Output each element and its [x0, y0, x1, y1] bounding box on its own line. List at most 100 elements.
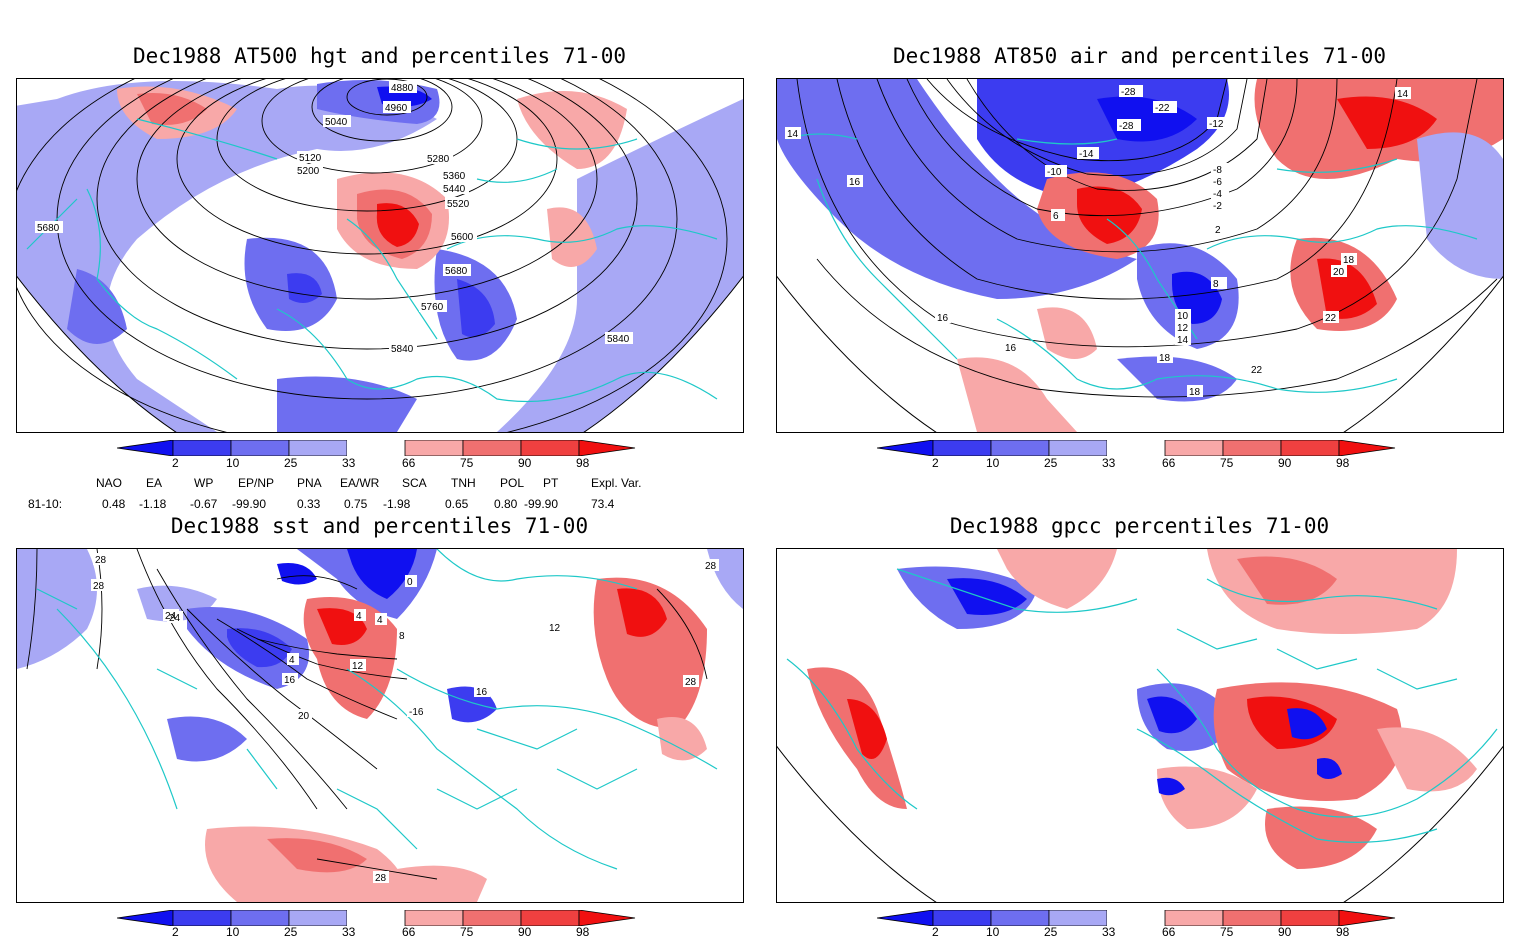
colorbar-segment: [1280, 440, 1340, 456]
contour-label: 28: [93, 581, 105, 592]
colorbar-bottom-left: [117, 910, 636, 926]
index-value: 0.33: [297, 497, 321, 511]
contour-label: 8: [399, 631, 405, 642]
colorbar-tick: 98: [576, 925, 590, 939]
colorbar-arrow-low: [117, 440, 174, 456]
index-value: 0.48: [102, 497, 126, 511]
colorbar-tick: 90: [518, 456, 532, 470]
contour-label: -16: [409, 707, 424, 718]
contour-label: 5120: [299, 153, 322, 164]
contour-label: 16: [849, 177, 861, 188]
colorbar-tick: 66: [402, 456, 416, 470]
contour-label: 5040: [325, 117, 348, 128]
contour-label: 24: [169, 613, 181, 624]
colorbar-tick: 75: [1220, 456, 1234, 470]
contour-label: 24: [165, 611, 177, 622]
colorbar-tick: 33: [342, 456, 356, 470]
contour-label: 16: [1005, 343, 1017, 354]
colorbar-arrow-high: [1338, 440, 1396, 456]
contour-labels: 4880 4960 5040 5120 5200 5280 5360 5440 …: [35, 81, 633, 355]
contour-label: 10: [1177, 311, 1189, 322]
index-value: -1.18: [139, 497, 167, 511]
colorbar-tick: 90: [1278, 925, 1292, 939]
colorbar-tick: 66: [1162, 456, 1176, 470]
index-value: 0.65: [445, 497, 469, 511]
map-panel-sst: 28 28 24 0 4 4 8 12 4 16 16 20 24 -16 28…: [16, 548, 744, 903]
index-row-label: 81-10:: [28, 497, 63, 511]
index-header: PT: [543, 476, 559, 490]
colorbar-segment: [347, 910, 405, 926]
contour-label: 28: [685, 677, 697, 688]
colorbar-segment: [404, 440, 464, 456]
colorbar-tick: 66: [1162, 925, 1176, 939]
contour-label: 22: [1251, 365, 1263, 376]
contour-label: -12: [1209, 119, 1224, 130]
colorbar-segment: [230, 910, 290, 926]
panel-title-air: Dec1988 AT850 air and percentiles 71-00: [892, 44, 1387, 68]
colorbar-segment: [1164, 440, 1224, 456]
colorbar-tick: 2: [932, 456, 939, 470]
contour-label: -6: [1213, 177, 1222, 188]
contour-label: 12: [1177, 323, 1189, 334]
contour-labels: -28 -22 -28 -12 -14 -10 -8 -6 -4 -2 2 6 …: [785, 85, 1411, 398]
colorbar-tick: 25: [1044, 925, 1058, 939]
colorbar-tick: 2: [932, 925, 939, 939]
index-header: EP/NP: [238, 476, 275, 490]
index-header: POL: [500, 476, 525, 490]
colorbar-tick: 25: [284, 925, 298, 939]
index-header: PNA: [297, 476, 322, 490]
colorbar-tick: 33: [1102, 925, 1116, 939]
colorbar-tick: 75: [1220, 925, 1234, 939]
colorbar-tick: 10: [226, 925, 240, 939]
contour-label: 12: [352, 661, 364, 672]
index-value: 0.80: [494, 497, 518, 511]
colorbar-segment: [1048, 910, 1108, 926]
contour-label: 6: [1053, 211, 1059, 222]
contour-label: 18: [1343, 255, 1355, 266]
contour-label: 16: [284, 675, 296, 686]
panel-title-hgt: Dec1988 AT500 hgt and percentiles 71-00: [132, 44, 627, 68]
colorbar-tick: 10: [986, 925, 1000, 939]
contour-label: 20: [298, 711, 310, 722]
colorbar-segment: [462, 910, 522, 926]
index-header: EA/WR: [340, 476, 380, 490]
colorbar-tick: 90: [518, 925, 532, 939]
contour-label: 5840: [391, 344, 414, 355]
index-header: EA: [146, 476, 163, 490]
index-header: NAO: [96, 476, 123, 490]
colorbar-segment: [520, 910, 580, 926]
contour-label: -14: [1079, 149, 1094, 160]
colorbar-arrow-high: [578, 910, 636, 926]
contour-label: 8: [1213, 279, 1219, 290]
map-panel-air: -28 -22 -28 -12 -14 -10 -8 -6 -4 -2 2 6 …: [776, 78, 1504, 433]
contour-label: 0: [407, 577, 413, 588]
colorbar-tick: 75: [460, 925, 474, 939]
colorbar-arrow-low: [877, 910, 934, 926]
colorbar-segment: [1164, 910, 1224, 926]
contour-label: 5760: [421, 302, 444, 313]
contour-label: 4880: [391, 83, 414, 94]
colorbar-arrow-low: [117, 910, 174, 926]
contour-label: 28: [705, 561, 717, 572]
contour-label: 20: [1333, 267, 1345, 278]
colorbar-top-left: [117, 440, 636, 456]
colorbar-segment: [1222, 910, 1282, 926]
panel-title-sst: Dec1988 sst and percentiles 71-00: [170, 514, 589, 538]
index-value: -99.90: [524, 497, 559, 511]
contour-label: 14: [787, 129, 799, 140]
contour-label: 18: [1189, 387, 1201, 398]
contour-label: 16: [476, 687, 488, 698]
colorbar-tick: 75: [460, 456, 474, 470]
colorbar-segment: [1280, 910, 1340, 926]
colorbar-tick: 33: [1102, 456, 1116, 470]
contour-label: 5680: [37, 223, 60, 234]
colorbar-segment: [990, 440, 1050, 456]
contour-label: 5680: [445, 266, 468, 277]
contour-label: -4: [1213, 189, 1222, 200]
contour-label: 4: [289, 655, 295, 666]
colorbar-tick: 10: [226, 456, 240, 470]
colorbar-tick: 66: [402, 925, 416, 939]
colorbar-segment: [1107, 910, 1165, 926]
index-value: -99.90: [232, 497, 267, 511]
contour-label: 14: [1397, 89, 1409, 100]
